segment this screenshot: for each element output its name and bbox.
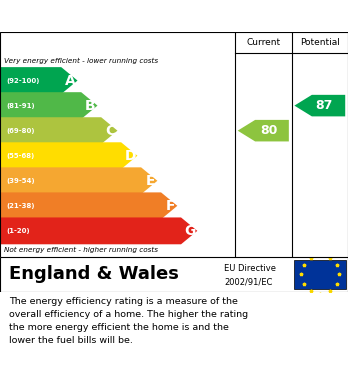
Text: E: E (145, 174, 155, 188)
Text: 87: 87 (315, 99, 333, 112)
Text: (1-20): (1-20) (6, 228, 30, 234)
Text: A: A (65, 74, 76, 88)
Text: G: G (184, 224, 196, 238)
Polygon shape (1, 67, 78, 94)
Text: Current: Current (246, 38, 280, 47)
Text: (92-100): (92-100) (6, 77, 40, 84)
Polygon shape (294, 95, 345, 117)
Text: (21-38): (21-38) (6, 203, 35, 209)
Text: D: D (124, 149, 136, 163)
Text: Potential: Potential (300, 38, 340, 47)
Polygon shape (1, 192, 177, 219)
Text: C: C (105, 124, 115, 138)
Polygon shape (1, 142, 137, 169)
Text: (55-68): (55-68) (6, 153, 34, 159)
Polygon shape (1, 167, 157, 194)
Text: (81-91): (81-91) (6, 102, 35, 109)
Text: F: F (165, 199, 175, 213)
Text: B: B (85, 99, 95, 113)
Text: 80: 80 (260, 124, 277, 137)
Text: 2002/91/EC: 2002/91/EC (224, 277, 273, 286)
Text: England & Wales: England & Wales (9, 265, 179, 283)
Text: Energy Efficiency Rating: Energy Efficiency Rating (9, 9, 219, 23)
FancyBboxPatch shape (294, 260, 346, 289)
Text: Not energy efficient - higher running costs: Not energy efficient - higher running co… (4, 247, 158, 253)
Polygon shape (1, 217, 197, 244)
Polygon shape (1, 92, 97, 119)
Text: EU Directive: EU Directive (224, 264, 276, 273)
Text: (69-80): (69-80) (6, 128, 35, 134)
Text: (39-54): (39-54) (6, 178, 35, 184)
Text: The energy efficiency rating is a measure of the
overall efficiency of a home. T: The energy efficiency rating is a measur… (9, 297, 248, 344)
Polygon shape (1, 117, 118, 144)
Text: Very energy efficient - lower running costs: Very energy efficient - lower running co… (4, 57, 158, 64)
Polygon shape (238, 120, 289, 142)
